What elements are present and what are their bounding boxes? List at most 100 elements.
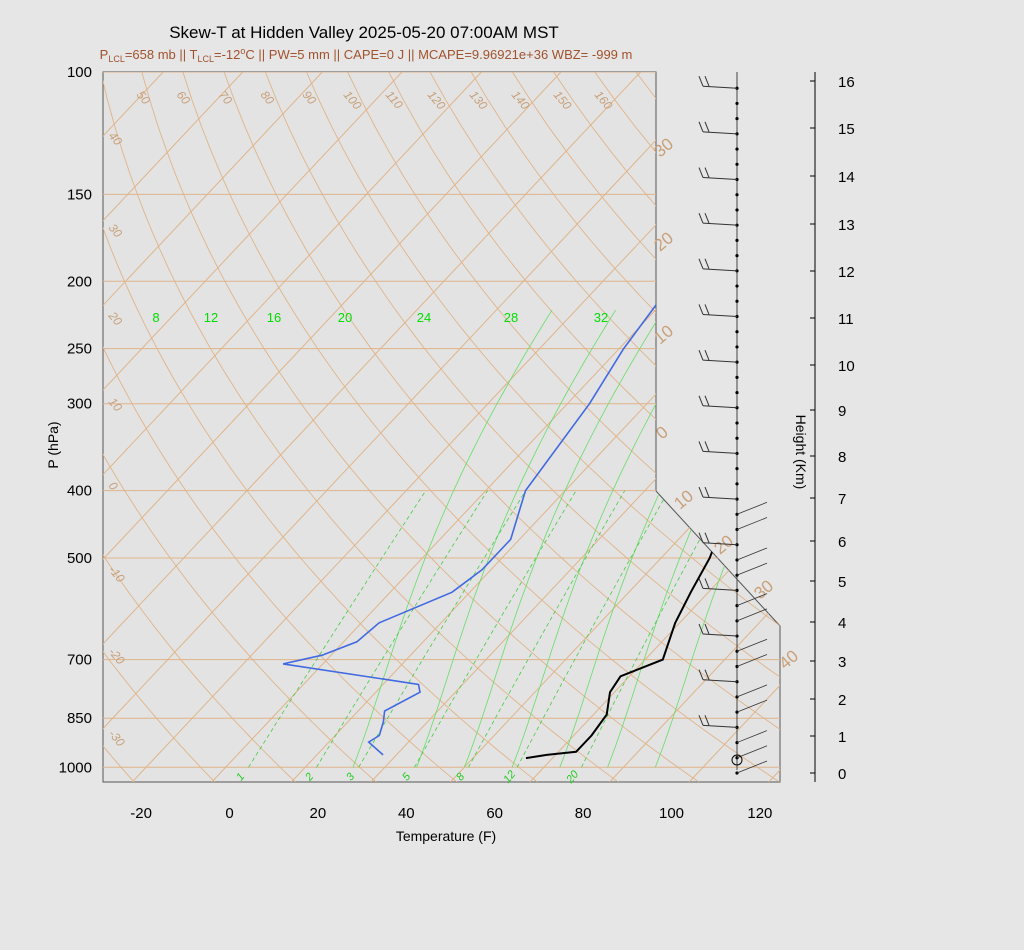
wind-barb	[704, 715, 710, 726]
wind-barb	[736, 638, 768, 652]
isotherm-line	[0, 72, 84, 782]
wind-level-dot	[735, 604, 739, 608]
isotherm-line	[609, 72, 780, 782]
wind-barb	[702, 313, 738, 317]
wind-barb	[704, 121, 710, 133]
wind-barb	[704, 623, 710, 635]
mixing-ratio-top-label: 28	[504, 310, 518, 325]
height-tick-label: 12	[838, 264, 855, 281]
wind-level-dot	[735, 740, 739, 745]
moist-adiabat	[463, 309, 664, 768]
wind-barb	[698, 304, 704, 315]
wind-level-dot	[735, 375, 739, 379]
height-tick-label: 16	[838, 74, 855, 91]
isotherm-line	[103, 72, 562, 782]
wind-level-dot	[735, 390, 739, 395]
height-tick-label: 8	[838, 449, 846, 466]
chart-subtitle: PLCL=658 mb || TLCL=-12oC || PW=5 mm || …	[100, 46, 633, 64]
height-tick-label: 3	[838, 654, 846, 671]
wind-level-dot	[735, 588, 739, 592]
isotherm-line	[450, 72, 780, 782]
height-tick-label: 4	[838, 615, 846, 632]
mixing-ratio-top-label: 8	[152, 310, 159, 325]
wind-barb	[702, 405, 738, 409]
wind-barb	[702, 222, 738, 226]
dry-adiabat	[223, 72, 780, 782]
temperature-tick-label: 80	[575, 805, 592, 822]
wind-level-dot	[735, 710, 739, 714]
wind-barb	[704, 441, 710, 452]
wind-barb	[704, 212, 710, 224]
wind-barb	[702, 679, 738, 683]
temperature-tick-label: 40	[398, 805, 415, 822]
wind-barb	[736, 760, 768, 774]
mixing-ratio-line	[358, 490, 527, 768]
isotherm-line	[848, 72, 1024, 782]
mixing-ratio-line	[248, 490, 427, 768]
wind-level-dot	[735, 299, 739, 303]
wind-barb	[702, 542, 738, 546]
dry-adiabat	[103, 72, 619, 782]
dry-adiabat	[103, 72, 216, 782]
mixing-ratio-top-label: 32	[594, 310, 608, 325]
wind-level-dot	[735, 254, 739, 258]
moist-adiabat	[511, 309, 712, 768]
mixing-ratio-line	[516, 490, 669, 768]
temperature-tick-label: -20	[130, 805, 152, 822]
temperature-line	[525, 72, 780, 760]
dry-adiabat	[429, 72, 780, 782]
height-tick-label: 6	[838, 534, 846, 551]
isotherm-line	[103, 72, 721, 782]
mixing-ratio-line	[316, 490, 488, 768]
wind-barb	[698, 349, 704, 361]
mixing-ratio-line	[468, 490, 626, 768]
wind-barb	[704, 669, 710, 680]
wind-barb	[698, 715, 704, 726]
wind-level-dot	[735, 208, 739, 212]
wind-barb	[698, 486, 704, 498]
wind-barb	[702, 587, 738, 591]
temperature-tick-label: 120	[747, 805, 772, 822]
pressure-tick-label: 850	[67, 710, 92, 727]
dry-adiabat	[182, 72, 780, 782]
wind-level-dot	[735, 193, 739, 197]
height-tick-label: 15	[838, 121, 855, 138]
wind-barb	[704, 258, 710, 270]
temperature-tick-label: 60	[486, 805, 503, 822]
wind-level-dot	[735, 436, 739, 440]
wind-barb	[704, 304, 710, 315]
wind-barb	[704, 486, 710, 498]
moist-adiabat	[352, 309, 553, 768]
pressure-tick-label: 1000	[59, 759, 92, 776]
wind-barb	[698, 578, 704, 589]
wind-barb	[736, 699, 768, 713]
dry-adiabat	[306, 72, 780, 782]
wind-level-dot	[735, 619, 739, 623]
wind-barb	[704, 76, 710, 87]
wind-level-dot	[735, 573, 739, 577]
wind-barb	[736, 501, 768, 515]
height-tick-label: 0	[838, 766, 846, 783]
dry-adiabat	[141, 72, 700, 782]
wind-level-dot	[735, 162, 739, 166]
pressure-tick-label: 300	[67, 396, 92, 413]
wind-barb	[702, 359, 738, 363]
wind-barb	[736, 547, 768, 561]
moist-adiabat	[416, 309, 617, 768]
pressure-tick-label: 250	[67, 341, 92, 358]
height-tick-label: 1	[838, 729, 846, 746]
mixing-ratio-top-label: 20	[338, 310, 352, 325]
mixing-ratio-top-label: 24	[417, 310, 431, 325]
isotherm-line	[0, 72, 4, 782]
dry-adiabat	[103, 72, 377, 782]
wind-barb	[736, 730, 768, 743]
wind-barb	[704, 532, 710, 543]
isotherm-line	[103, 72, 482, 782]
wind-level-dot	[735, 238, 739, 242]
pressure-tick-label: 700	[67, 652, 92, 669]
y-axis-label: P (hPa)	[45, 421, 61, 468]
wind-level-dot	[735, 467, 739, 471]
wind-barb	[698, 441, 704, 452]
mixing-ratio-top-label: 16	[267, 310, 281, 325]
